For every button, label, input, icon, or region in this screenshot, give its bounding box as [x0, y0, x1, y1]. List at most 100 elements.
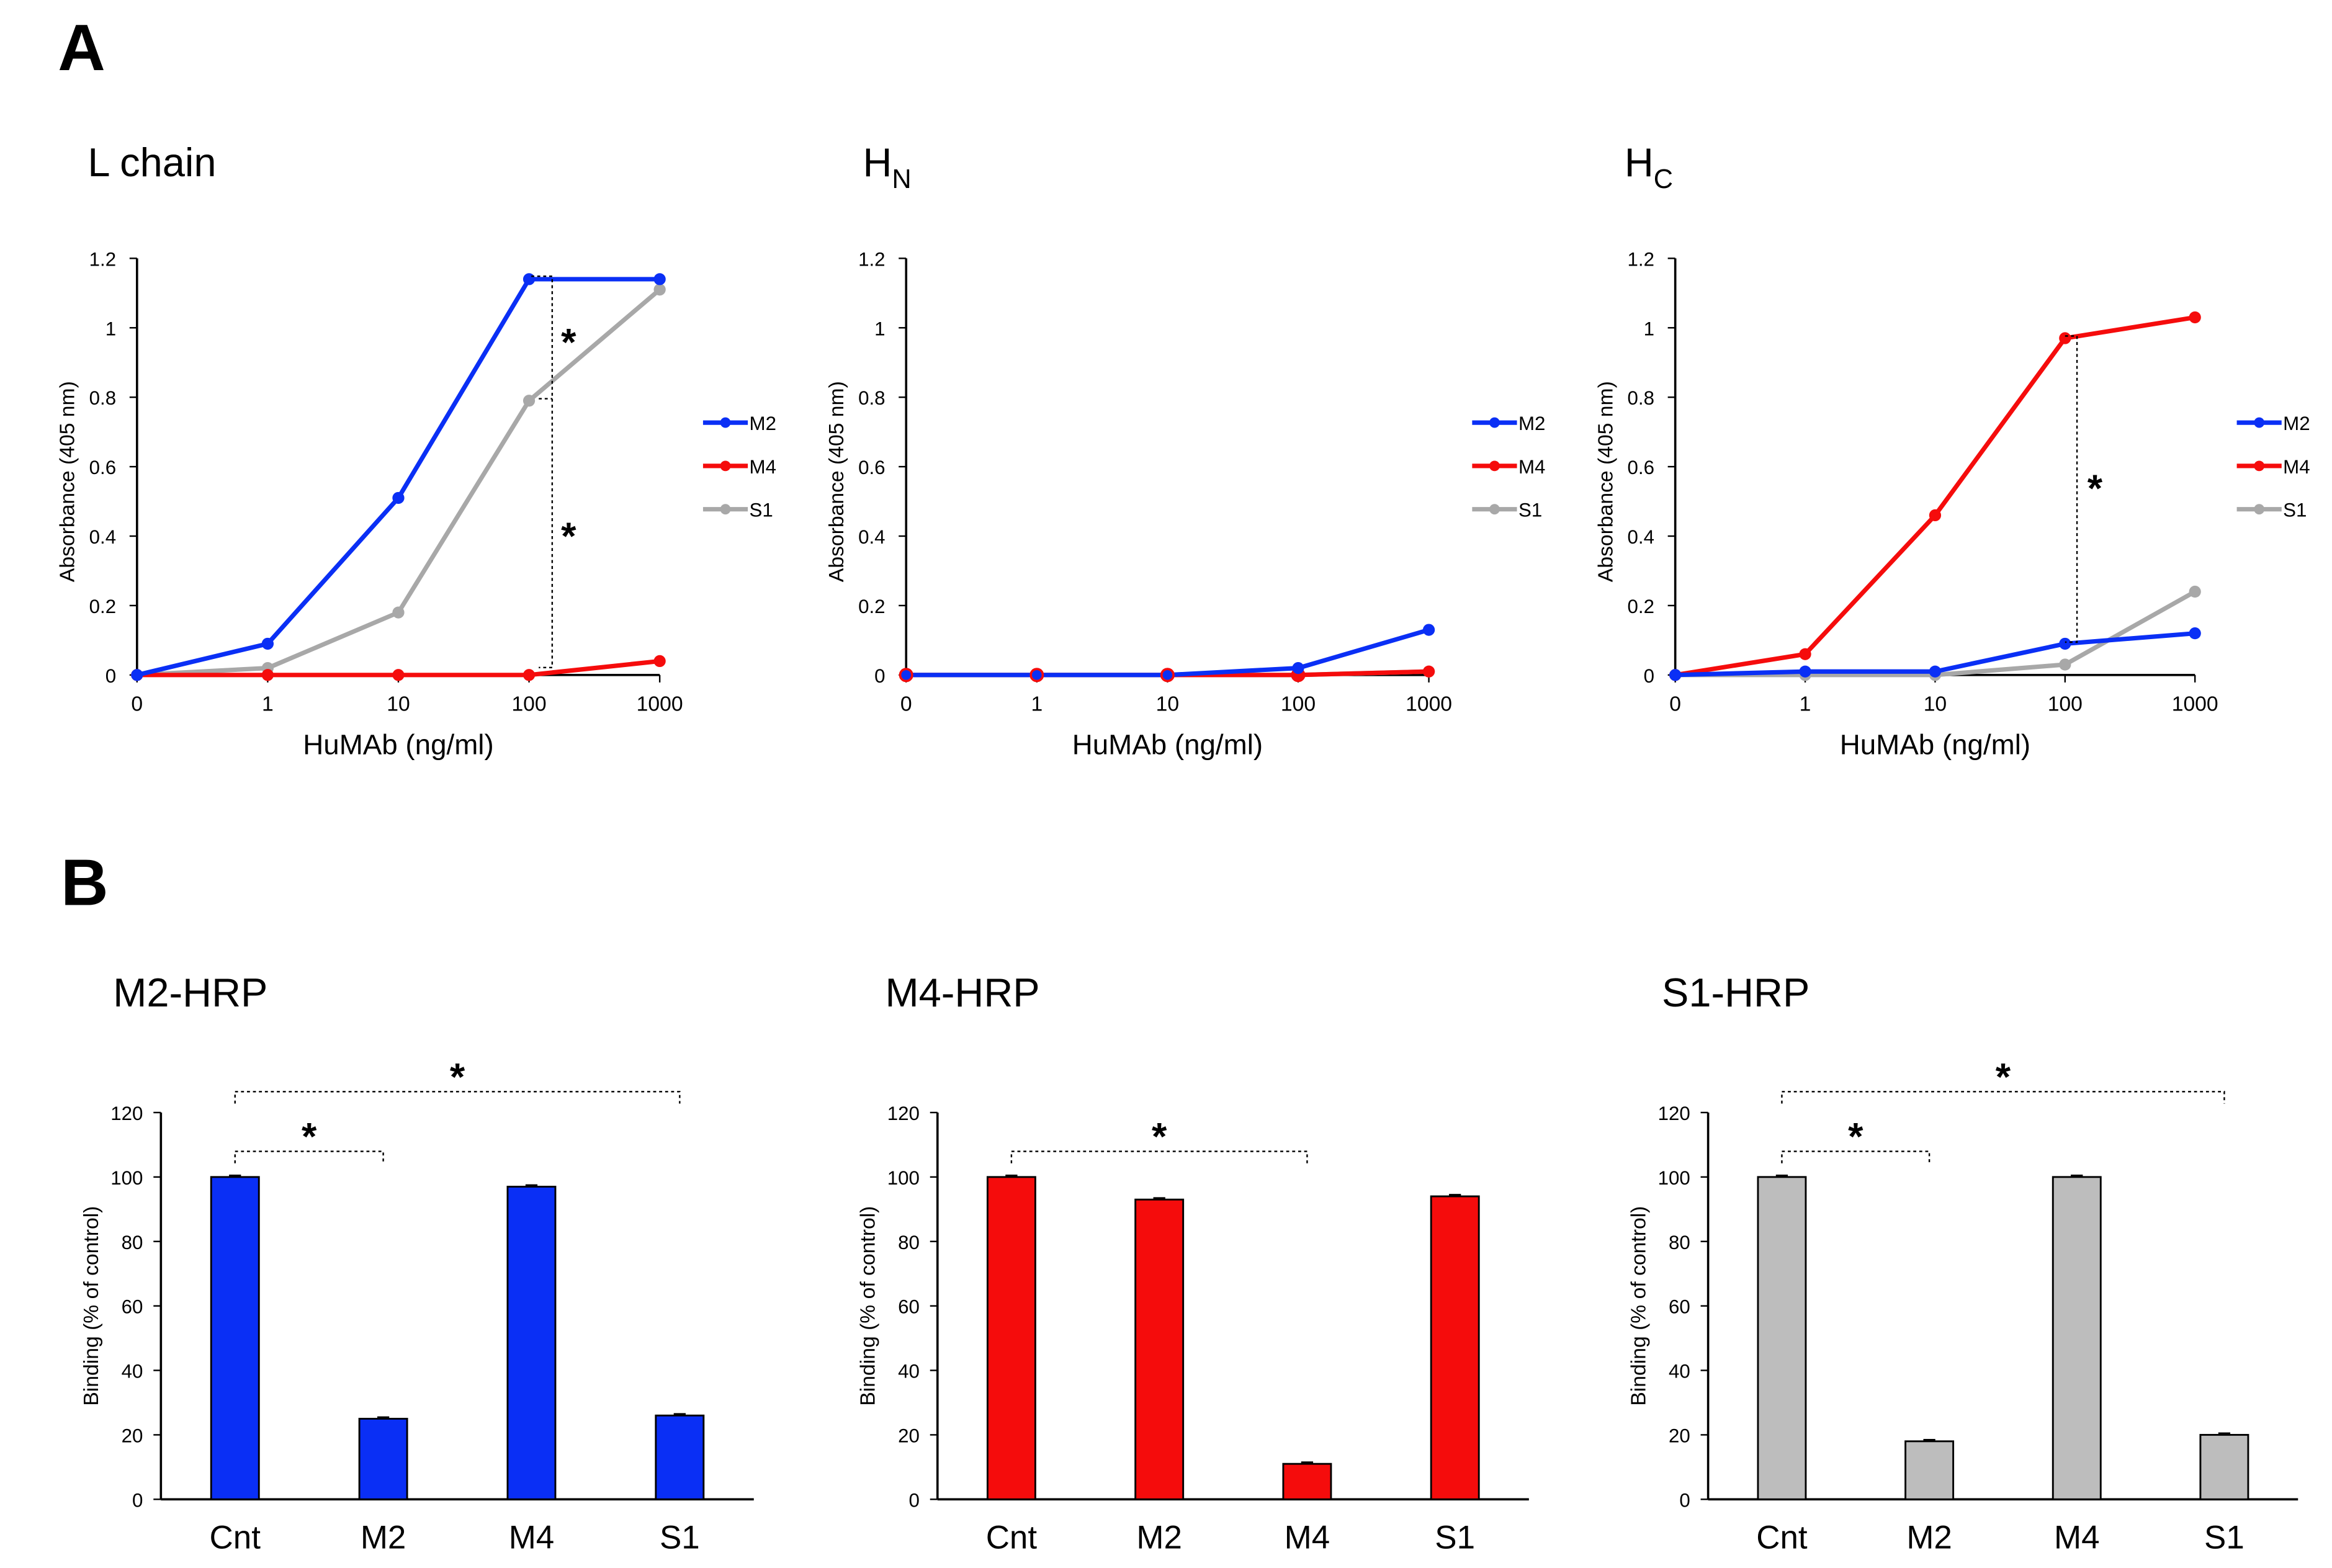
x-tick-label: M2	[361, 1520, 406, 1556]
legend-marker-S1	[1489, 504, 1500, 515]
chart-1: HN 0 0.2 0.4 0.6 0.8 1 1.2 0 1 10 100 1000 HuMAb (ng/…	[825, 140, 1545, 760]
y-tick-label: 0.8	[1628, 387, 1654, 409]
chart-4: M4-HRP 0 20 40 60 80 100 120 Binding (% of contr…	[857, 970, 1529, 1556]
data-point-M2	[2059, 637, 2071, 650]
x-tick-label: 0	[900, 693, 912, 716]
x-tick-label: S1	[660, 1520, 700, 1556]
y-tick-label: 120	[1658, 1103, 1690, 1124]
significance-star: *	[1996, 1055, 2011, 1099]
chart-title: M2-HRP	[113, 970, 267, 1015]
chart-title: HC	[1625, 140, 1673, 194]
bar-M2	[1134, 1198, 1185, 1500]
x-axis-label: HuMAb (ng/ml)	[1840, 728, 2030, 760]
legend-marker-S1	[720, 504, 731, 515]
y-axis-label: Absorbance (405 nm)	[56, 381, 79, 582]
y-tick-label: 100	[887, 1167, 920, 1189]
y-tick-label: 80	[1669, 1232, 1690, 1253]
significance-bracket	[531, 276, 554, 668]
data-point-M2	[1292, 661, 1304, 674]
legend-label: M4	[1518, 456, 1545, 478]
data-point-M2	[131, 669, 143, 681]
chart-5: S1-HRP 0 20 40 60 80 100 120 Binding (% of contr…	[1628, 970, 2298, 1556]
y-axis-label: Binding (% of control)	[80, 1206, 103, 1406]
y-axis-label: Absorbance (405 nm)	[825, 381, 848, 582]
y-tick-label: 80	[898, 1232, 920, 1253]
y-tick-label: 80	[122, 1232, 143, 1253]
significance-star: *	[302, 1115, 317, 1158]
data-point-M2	[1929, 665, 1942, 678]
legend-marker-M4	[720, 460, 731, 472]
x-tick-label: 10	[1156, 693, 1179, 716]
y-tick-label: 20	[122, 1425, 143, 1446]
data-point-S1	[653, 284, 666, 296]
significance-bracket	[234, 1150, 384, 1163]
x-tick-label: 1	[1031, 693, 1043, 716]
data-point-M4	[1422, 665, 1435, 678]
significance-star: *	[1848, 1115, 1863, 1158]
data-point-M2	[653, 273, 666, 285]
bar-Cnt	[1757, 1176, 1807, 1500]
data-point-M4	[2059, 332, 2071, 344]
y-tick-label: 0.2	[89, 596, 116, 617]
data-point-M4	[2189, 311, 2201, 324]
y-tick-label: 40	[898, 1361, 920, 1382]
chart-title: S1-HRP	[1662, 970, 1810, 1015]
legend-marker-M2	[1489, 417, 1500, 428]
y-tick-label: 100	[1658, 1167, 1690, 1189]
bar-M4	[1282, 1463, 1332, 1500]
y-tick-label: 120	[887, 1103, 920, 1124]
panel-label-a: A	[58, 11, 105, 84]
x-axis-label: HuMAb (ng/ml)	[1072, 728, 1263, 760]
y-tick-label: 0.4	[858, 526, 885, 548]
y-tick-label: 1	[874, 318, 885, 339]
legend-marker-M4	[1489, 460, 1500, 472]
data-point-M2	[1029, 668, 1044, 683]
data-point-M2	[1160, 668, 1175, 683]
data-point-M4	[653, 655, 666, 668]
bar-S1	[2199, 1433, 2249, 1500]
x-tick-label: 1	[262, 693, 274, 716]
x-tick-label: 1000	[1406, 693, 1452, 716]
legend-marker-M2	[720, 417, 731, 428]
legend-marker-M4	[2254, 460, 2265, 472]
y-tick-label: 0.4	[1628, 526, 1654, 548]
x-axis-label: HuMAb (ng/ml)	[303, 728, 493, 760]
y-tick-label: 1.2	[1628, 248, 1654, 270]
data-point-S1	[522, 395, 536, 407]
x-tick-label: 100	[2048, 693, 2083, 716]
bar-S1	[1430, 1195, 1480, 1500]
chart-title: M4-HRP	[886, 970, 1040, 1015]
y-tick-label: 0	[1679, 1489, 1690, 1511]
y-axis-label: Binding (% of control)	[857, 1206, 880, 1406]
data-point-M4	[522, 669, 536, 681]
y-tick-label: 1	[1644, 318, 1654, 339]
y-tick-label: 1.2	[89, 248, 116, 270]
y-tick-label: 0.8	[89, 387, 116, 409]
y-tick-label: 40	[122, 1361, 143, 1382]
y-tick-label: 1.2	[858, 248, 885, 270]
x-tick-label: M4	[509, 1520, 555, 1556]
legend-label: S1	[1518, 500, 1542, 521]
x-tick-label: 100	[511, 693, 546, 716]
bar-S1	[655, 1414, 705, 1500]
data-point-M2	[1799, 665, 1811, 678]
bar-Cnt	[986, 1176, 1036, 1500]
legend-marker-S1	[2254, 504, 2265, 515]
data-point-M2	[1422, 624, 1435, 636]
y-tick-label: 20	[898, 1425, 920, 1446]
significance-bracket	[1781, 1091, 2225, 1104]
x-tick-label: Cnt	[986, 1520, 1038, 1556]
y-tick-label: 60	[898, 1296, 920, 1318]
chart-0: L chain 0 0.2 0.4 0.6 0.8 1 1.2 0 1 10 100 1000 HuMAb…	[56, 140, 776, 760]
data-point-M2	[1669, 669, 1682, 681]
data-point-M2	[2189, 627, 2201, 640]
legend-marker-M2	[2254, 417, 2265, 428]
x-tick-label: Cnt	[210, 1520, 261, 1556]
y-axis-label: Binding (% of control)	[1628, 1206, 1651, 1406]
y-tick-label: 0	[1644, 665, 1654, 687]
y-tick-label: 1	[105, 318, 116, 339]
bar-M2	[358, 1417, 408, 1500]
legend-label: M4	[750, 456, 776, 478]
significance-star: *	[561, 321, 576, 364]
